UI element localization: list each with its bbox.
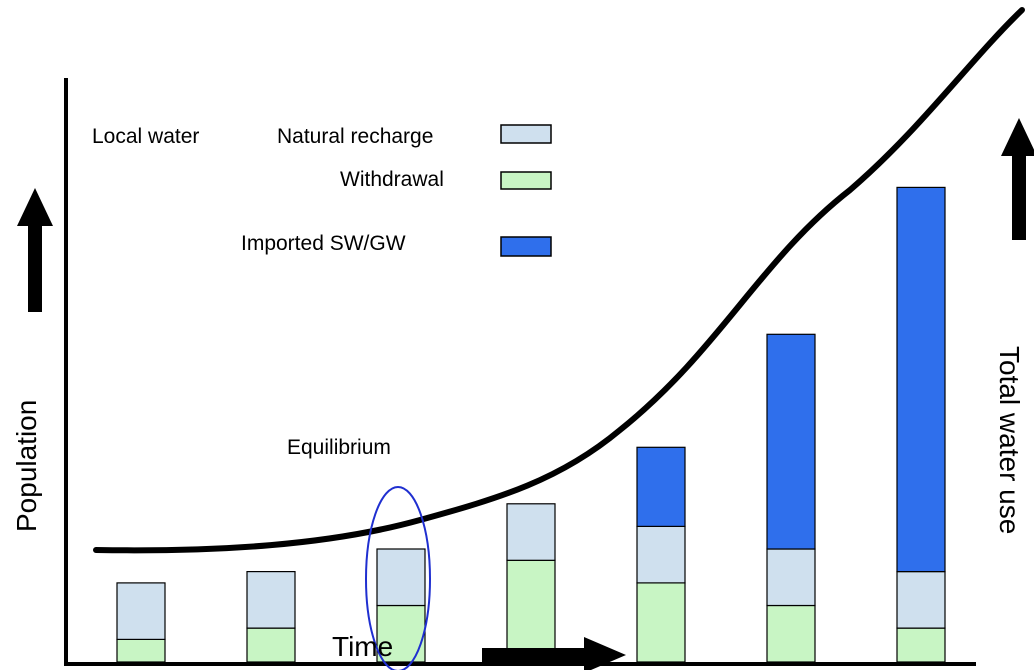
total-water-use-label: Total water use xyxy=(994,346,1025,534)
population-label: Population xyxy=(11,400,42,532)
bar-7-withdrawal-segment xyxy=(896,627,946,663)
time-label: Time xyxy=(332,631,393,662)
legend-natural-recharge-swatch xyxy=(500,124,552,144)
bar-3-withdrawal-segment xyxy=(376,604,426,663)
bar-4-natural-recharge-segment xyxy=(506,503,556,561)
bar-6-natural-recharge-segment xyxy=(766,548,816,607)
bar-5-imported-segment xyxy=(636,446,686,527)
bar-4-withdrawal-segment xyxy=(506,559,556,663)
time-arrow xyxy=(482,637,626,670)
bar-7-imported-segment xyxy=(896,186,946,573)
total-water-use-arrow xyxy=(1001,118,1034,240)
equilibrium-ellipse xyxy=(365,486,431,670)
bar-3-natural-recharge-segment xyxy=(376,548,426,607)
legend-imported-swatch xyxy=(500,236,552,257)
equilibrium-label: Equilibrium xyxy=(287,436,391,459)
legend-withdrawal-swatch xyxy=(500,171,552,190)
bar-2-natural-recharge-segment xyxy=(246,570,296,629)
bar-1-natural-recharge-segment xyxy=(116,582,166,641)
bar-5-natural-recharge-segment xyxy=(636,525,686,584)
local-water-label: Local water xyxy=(92,125,199,148)
population-curve xyxy=(93,7,1025,554)
bars-group xyxy=(116,186,946,663)
bar-6-withdrawal-segment xyxy=(766,604,816,663)
bar-7-natural-recharge-segment xyxy=(896,570,946,629)
bar-1-withdrawal-segment xyxy=(116,638,166,663)
bar-6-imported-segment xyxy=(766,333,816,550)
bar-5-withdrawal-segment xyxy=(636,582,686,663)
imported-label: Imported SW/GW xyxy=(241,232,406,255)
bar-2-withdrawal-segment xyxy=(246,627,296,663)
population-arrow xyxy=(17,188,53,312)
withdrawal-label: Withdrawal xyxy=(340,168,444,191)
natural-recharge-label: Natural recharge xyxy=(277,125,433,148)
